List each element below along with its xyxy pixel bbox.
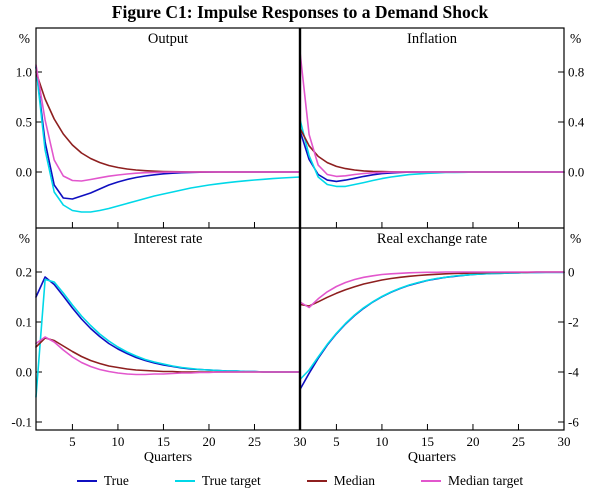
x-tick-label: 30 [294, 434, 307, 449]
legend-label-true: True [103, 473, 129, 488]
legend-label-median-target: Median target [448, 473, 524, 488]
x-tick-label: 25 [512, 434, 525, 449]
y-tick-label: -2 [568, 315, 579, 330]
unit-label-top-right: % [570, 31, 582, 46]
unit-label-top-left: % [18, 31, 30, 46]
legend-swatch-median [306, 479, 327, 483]
series-line-true-target [35, 278, 301, 398]
legend-label-median: Median [333, 473, 376, 488]
y-tick-label: -6 [568, 415, 579, 430]
x-tick-label: 20 [466, 434, 479, 449]
figure-title: Figure C1: Impulse Responses to a Demand… [111, 2, 489, 22]
legend-swatch-median-target [421, 479, 442, 483]
x-tick-label: 10 [111, 434, 124, 449]
series-line-true-target [35, 66, 301, 213]
legend-swatch-true-target [174, 479, 195, 483]
legend-label-true-target: True target [201, 473, 261, 488]
series-line-true-target [299, 271, 565, 381]
legend-item-true-target: True target [174, 473, 261, 489]
panel-title-real-exchange-rate: Real exchange rate [376, 231, 488, 247]
legend-swatch-true [76, 479, 97, 483]
y-tick-label: 0.1 [16, 315, 32, 330]
y-tick-label: 0.4 [568, 115, 585, 130]
x-tick-label: 30 [558, 434, 571, 449]
x-tick-label: 20 [202, 434, 215, 449]
x-tick-label: 5 [333, 434, 340, 449]
series-line-median [35, 337, 301, 373]
legend: True True target Median Median target [0, 473, 600, 489]
unit-label-bottom-right: % [570, 231, 582, 246]
y-tick-label: -4 [568, 365, 579, 380]
legend-item-true: True [76, 473, 129, 489]
x-tick-label: 10 [375, 434, 388, 449]
x-tick-label: 15 [421, 434, 434, 449]
panel-title-interest-rate: Interest rate [133, 231, 203, 247]
x-tick-label: 5 [69, 434, 76, 449]
y-tick-label: 0.0 [16, 165, 32, 180]
panel-title-output: Output [147, 31, 189, 47]
legend-item-median: Median [306, 473, 376, 489]
series-line-median-target [35, 336, 301, 376]
unit-label-bottom-left: % [18, 231, 30, 246]
x-axis-label-right: Quarters [407, 450, 457, 465]
y-tick-label: 0.2 [16, 265, 32, 280]
series-line-median [299, 127, 565, 173]
legend-item-median-target: Median target [421, 473, 523, 489]
y-tick-label: 1.0 [16, 65, 32, 80]
x-axis-label-left: Quarters [143, 450, 193, 465]
x-tick-label: 25 [248, 434, 261, 449]
panel-title-inflation: Inflation [407, 31, 457, 47]
y-tick-label: 0 [568, 265, 575, 280]
y-tick-label: 0.5 [16, 115, 32, 130]
y-tick-label: 0.0 [16, 365, 32, 380]
y-tick-label: 0.0 [568, 165, 584, 180]
y-tick-label: 0.8 [568, 65, 584, 80]
series-line-median-target [35, 64, 301, 182]
series-line-median [35, 71, 301, 173]
series-line-median [299, 271, 565, 307]
x-tick-label: 15 [157, 434, 170, 449]
y-tick-label: -0.1 [11, 415, 32, 430]
series-line-median-target [299, 51, 565, 178]
series-line-true [35, 276, 301, 373]
series-line-median-target [299, 271, 565, 309]
